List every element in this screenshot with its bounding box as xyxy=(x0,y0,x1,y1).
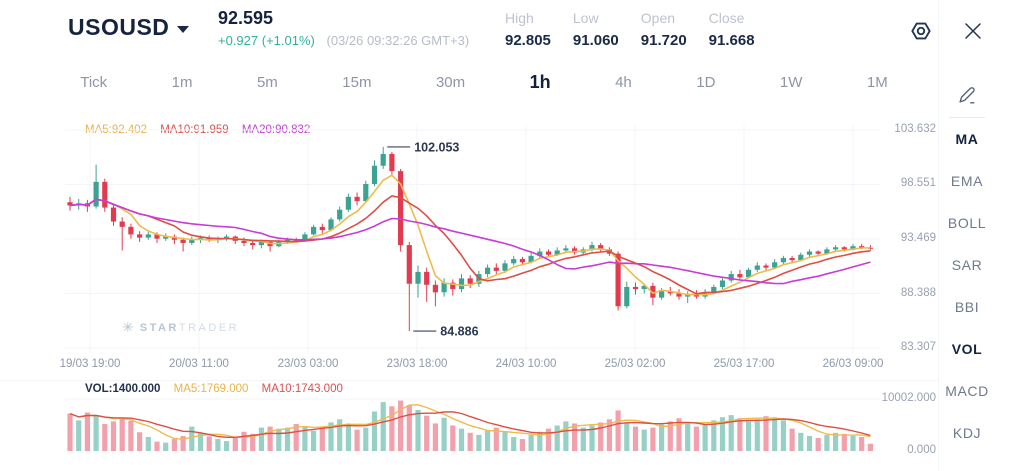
time-axis-label: 23/03 03:00 xyxy=(277,358,339,370)
stat-high: High 92.805 xyxy=(505,10,551,49)
tab-30m[interactable]: 30m xyxy=(435,73,466,91)
chart-area: MA5:92.402 MA10:91.959 MA20:90.832 102.0… xyxy=(0,108,938,471)
symbol-selector[interactable]: USOUSD xyxy=(68,14,190,41)
volume-legend: VOL:1400.000 MA5:1769.000 MA10:1743.000 xyxy=(85,383,353,395)
price-axis-label: 88.388 xyxy=(900,286,936,299)
stat-low: Low 91.060 xyxy=(572,10,619,49)
brand-watermark: ✳ STARTRADER xyxy=(122,319,239,336)
indicator-ma[interactable]: MA xyxy=(955,131,979,147)
tab-1h[interactable]: 1h xyxy=(529,71,551,92)
quote-timestamp: (03/26 09:32:26 GMT+3) xyxy=(326,33,470,48)
stat-close: Close 91.668 xyxy=(708,10,755,49)
price-axis-label: 98.551 xyxy=(900,177,936,190)
time-axis-label: 26/03 09:00 xyxy=(822,358,884,370)
star-icon: ✳ xyxy=(122,319,134,335)
tab-1d[interactable]: 1D xyxy=(696,73,716,91)
vol-legend-label: VOL:1400.000 xyxy=(85,383,161,395)
tab-4h[interactable]: 4h xyxy=(615,73,632,91)
volume-chart-svg[interactable] xyxy=(65,385,880,455)
current-price: 92.595 xyxy=(218,8,274,28)
indicator-kdj[interactable]: KDJ xyxy=(952,425,982,441)
symbol-name: USOUSD xyxy=(68,14,170,40)
hloc-stats: High 92.805 Low 91.060 Open 91.720 Close 91.668 xyxy=(505,10,755,49)
vol-ma10-legend-label: MA10:1743.000 xyxy=(261,383,343,395)
volume-axis-label: 10002.000 xyxy=(881,392,936,404)
indicator-bbi[interactable]: BBI xyxy=(954,299,980,315)
time-axis-label: 19/03 19:00 xyxy=(59,358,121,370)
price-chart-svg[interactable]: 102.053 84.886 xyxy=(65,125,880,357)
high-price-annotation: 102.053 xyxy=(414,140,459,154)
tab-1m[interactable]: 1M xyxy=(866,73,888,91)
price-axis-label: 83.307 xyxy=(900,341,936,353)
price-block: 92.595 +0.927 (+1.01%) (03/26 09:32:26 G… xyxy=(218,8,469,48)
stat-open: Open 91.720 xyxy=(640,10,687,49)
indicator-vol[interactable]: VOL xyxy=(951,341,983,357)
indicator-ema[interactable]: EMA xyxy=(950,173,984,189)
time-axis-label: 23/03 18:00 xyxy=(386,358,448,370)
watermark-light: TRADER xyxy=(178,321,240,334)
pane-separator xyxy=(0,380,938,381)
time-axis-label: 25/03 02:00 xyxy=(604,358,666,370)
timeframe-tabs: Tick 1m 5m 15m 30m 1h 4h 1D 1W 1M xyxy=(48,62,920,102)
draw-tools-pencil-icon[interactable] xyxy=(956,84,978,111)
time-axis-label: 24/03 10:00 xyxy=(495,358,557,370)
tab-5m[interactable]: 5m xyxy=(256,73,278,91)
low-price-annotation: 84.886 xyxy=(440,325,478,339)
tab-1w[interactable]: 1W xyxy=(779,73,803,91)
tab-1m[interactable]: 1m xyxy=(171,73,193,91)
indicator-macd[interactable]: MACD xyxy=(945,383,989,399)
vol-ma5-legend-label: MA5:1769.000 xyxy=(173,383,249,395)
chevron-down-icon xyxy=(177,25,190,33)
sidebar-divider xyxy=(949,117,985,118)
price-change: +0.927 (+1.01%) xyxy=(218,33,315,48)
price-axis-label: 103.632 xyxy=(894,123,936,135)
tab-15m[interactable]: 15m xyxy=(342,73,372,91)
price-axis-label: 93.469 xyxy=(900,232,936,244)
indicator-sidebar: MA EMA BOLL SAR BBI VOL MACD KDJ xyxy=(938,0,994,471)
indicator-boll[interactable]: BOLL xyxy=(947,215,987,231)
watermark-bold: STAR xyxy=(139,321,179,334)
indicator-sar[interactable]: SAR xyxy=(951,257,983,273)
time-axis-label: 20/03 11:00 xyxy=(169,358,229,370)
time-axis-label: 25/03 17:00 xyxy=(713,358,775,370)
settings-icon[interactable] xyxy=(908,18,934,44)
close-icon[interactable] xyxy=(962,20,984,42)
volume-axis-label: 0.000 xyxy=(907,444,936,456)
tab-tick[interactable]: Tick xyxy=(80,73,108,91)
